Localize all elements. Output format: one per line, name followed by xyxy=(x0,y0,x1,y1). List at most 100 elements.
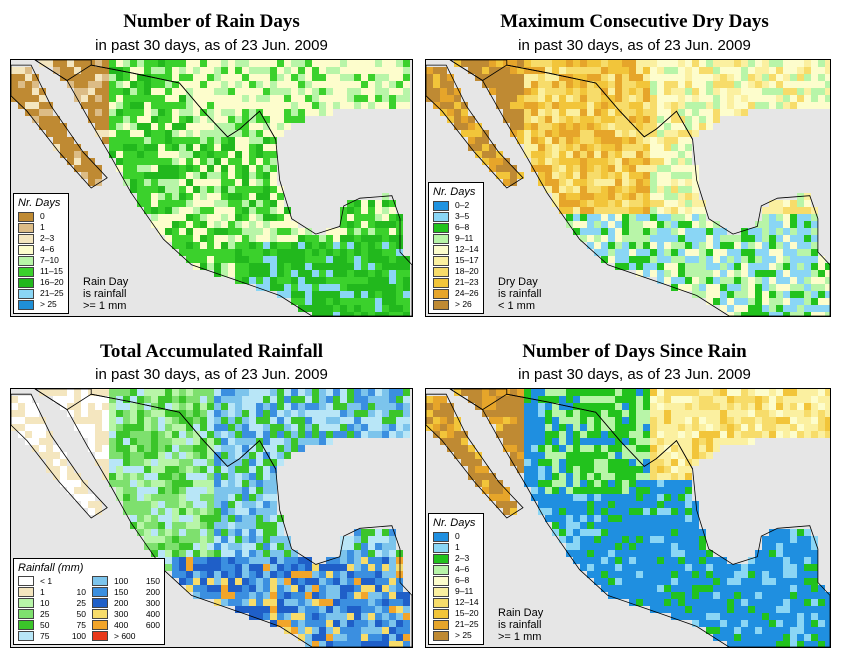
panel-dry-days: Maximum Consecutive Dry Days in past 30 … xyxy=(423,0,846,320)
legend-item: > 26 xyxy=(433,299,479,310)
legend-item: 100 150 xyxy=(92,575,160,586)
note-line: Rain Day xyxy=(498,607,544,619)
baja-coastline xyxy=(426,393,524,519)
legend-range-low: 1 xyxy=(40,586,45,597)
data-grid xyxy=(11,389,410,647)
legend-label: 1 xyxy=(455,542,460,552)
legend-item: 3–5 xyxy=(433,211,479,222)
legend-range-low: 200 xyxy=(114,597,129,608)
legend-item: 0 xyxy=(433,531,479,542)
legend-title: Nr. Days xyxy=(433,186,476,198)
legend-item: > 600 xyxy=(92,630,160,641)
legend-label: 0 xyxy=(455,531,460,541)
legend-label: 21–23 xyxy=(455,277,479,287)
legend-swatch xyxy=(433,266,449,277)
legend-swatch xyxy=(18,233,34,244)
legend-range-low: 25 xyxy=(40,608,50,619)
legend-item: > 25 xyxy=(18,299,64,310)
legend-swatch xyxy=(92,630,108,641)
map-canvas xyxy=(426,60,830,316)
legend-label: 21–25 xyxy=(40,288,64,298)
map-total-rainfall[interactable]: Rainfall (mm) < 1 1 10 10 25 25 50 50 75 75 100 100 1… xyxy=(10,388,413,648)
legend-item: 21–23 xyxy=(433,277,479,288)
panel-title: Number of Rain Days xyxy=(123,11,300,32)
legend-item: 15–20 xyxy=(433,608,479,619)
legend-item: 24–26 xyxy=(433,288,479,299)
legend-range-high: 150 xyxy=(145,575,160,586)
note-line: Rain Day xyxy=(83,276,129,288)
note-line: >= 1 mm xyxy=(498,631,542,643)
legend-item: 200 300 xyxy=(92,597,160,608)
legend-item: 4–6 xyxy=(433,564,479,575)
map-days-since-rain[interactable]: Nr. Days 0 1 2–3 4–6 6–8 9–11 12–14 15–20 21–25 > … xyxy=(425,388,831,648)
definition-note: Rain Day is rainfall >= 1 mm xyxy=(498,607,543,643)
legend-swatch xyxy=(18,608,34,619)
panel-title: Number of Days Since Rain xyxy=(522,341,747,362)
legend-item: 75 100 xyxy=(18,630,86,641)
legend-label: 9–11 xyxy=(455,586,474,596)
note-line: is rainfall xyxy=(498,288,542,300)
legend-item: 4–6 xyxy=(18,244,64,255)
legend-label: 0 xyxy=(40,211,45,221)
legend-label: 11–15 xyxy=(40,266,64,276)
legend-item: 16–20 xyxy=(18,277,64,288)
panel-total-rainfall: Total Accumulated Rainfall in past 30 da… xyxy=(0,330,423,658)
definition-note: Dry Day is rainfall < 1 mm xyxy=(498,276,541,312)
data-grid xyxy=(426,60,830,316)
legend-swatch xyxy=(18,222,34,233)
legend-swatch xyxy=(92,608,108,619)
legend-range-low: 150 xyxy=(114,586,129,597)
legend-label: 4–6 xyxy=(455,564,470,574)
legend-swatch xyxy=(433,608,449,619)
legend-range-high: 10 xyxy=(76,586,86,597)
legend-item: 400 600 xyxy=(92,619,160,630)
legend-item: 15–17 xyxy=(433,255,479,266)
us-border xyxy=(449,389,693,470)
legend-swatch xyxy=(18,211,34,222)
legend-label: 1 xyxy=(40,222,45,232)
legend-item: 6–8 xyxy=(433,222,479,233)
legend-item: 11–15 xyxy=(18,266,64,277)
panel-title: Maximum Consecutive Dry Days xyxy=(500,11,769,32)
us-border xyxy=(34,60,277,140)
data-grid xyxy=(426,389,830,647)
legend-swatch xyxy=(18,266,34,277)
map-canvas xyxy=(426,389,830,647)
panel-days-since-rain: Number of Days Since Rain in past 30 day… xyxy=(423,330,846,658)
legend-label: 0–2 xyxy=(455,200,470,210)
legend-swatch xyxy=(433,619,449,630)
panel-subtitle: in past 30 days, as of 23 Jun. 2009 xyxy=(518,366,751,383)
legend-label: 16–20 xyxy=(40,277,64,287)
legend-range-high: 400 xyxy=(145,608,160,619)
legend-title: Nr. Days xyxy=(433,517,476,529)
legend-label: > 25 xyxy=(40,299,57,309)
legend-label: 6–8 xyxy=(455,222,470,232)
panel-rain-days: Number of Rain Days in past 30 days, as … xyxy=(0,0,423,320)
legend-range-low: > 600 xyxy=(114,630,136,641)
legend-swatch xyxy=(433,255,449,266)
legend-range-low: 300 xyxy=(114,608,129,619)
legend-item: 7–10 xyxy=(18,255,64,266)
legend-range-high: 600 xyxy=(145,619,160,630)
map-rain-days[interactable]: Nr. Days 0 1 2–3 4–6 7–10 11–15 16–20 21–25 > 25 R… xyxy=(10,59,413,317)
baja-coastline xyxy=(11,64,108,189)
legend-item: 12–14 xyxy=(433,244,479,255)
map-dry-days[interactable]: Nr. Days 0–2 3–5 6–8 9–11 12–14 15–17 18–20 21–2… xyxy=(425,59,831,317)
note-line: >= 1 mm xyxy=(83,300,127,312)
legend-swatch xyxy=(18,277,34,288)
note-line: Dry Day xyxy=(498,276,538,288)
panel-subtitle: in past 30 days, as of 23 Jun. 2009 xyxy=(95,366,328,383)
legend-label: 24–26 xyxy=(455,288,479,298)
legend-swatch xyxy=(433,630,449,641)
data-grid xyxy=(11,60,410,316)
legend-item: 25 50 xyxy=(18,608,86,619)
legend-item: 1 10 xyxy=(18,586,86,597)
legend: Nr. Days 0 1 2–3 4–6 6–8 9–11 12–14 15–20 21–25 > … xyxy=(428,513,484,645)
legend-swatch xyxy=(18,244,34,255)
legend-swatch xyxy=(18,288,34,299)
legend-label: 21–25 xyxy=(455,619,479,629)
baja-coastline xyxy=(426,64,524,189)
note-line: < 1 mm xyxy=(498,300,535,312)
note-line: is rainfall xyxy=(498,619,542,631)
legend-swatch xyxy=(92,597,108,608)
